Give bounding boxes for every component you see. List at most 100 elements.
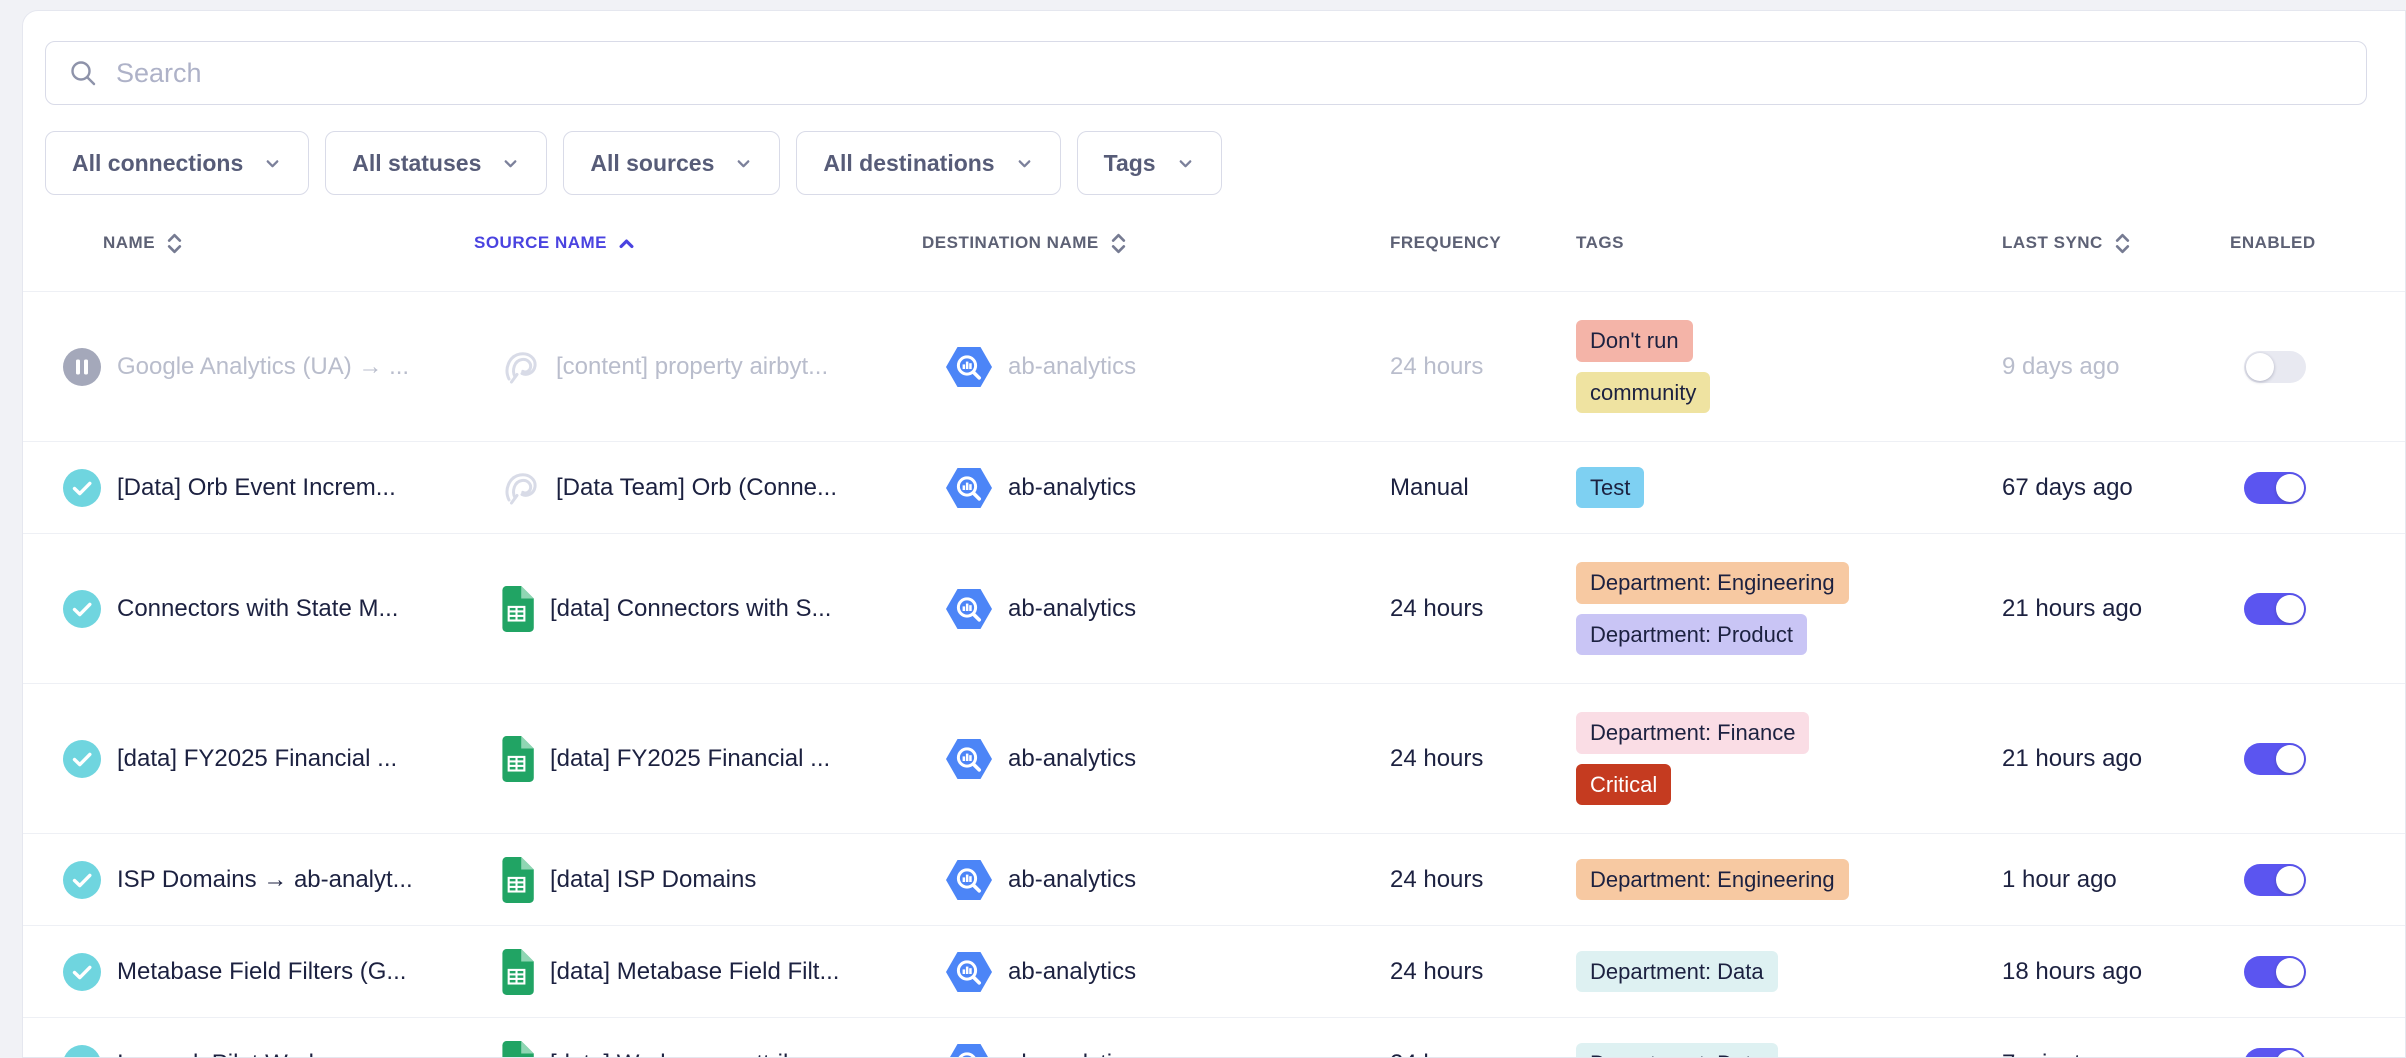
- column-label: FREQUENCY: [1390, 233, 1502, 252]
- bigquery-destination-icon: [946, 346, 992, 387]
- enabled-toggle[interactable]: [2244, 350, 2306, 383]
- column-header-last-sync[interactable]: LAST SYNC: [2002, 231, 2230, 256]
- column-label: NAME: [103, 233, 156, 252]
- column-header-name[interactable]: NAME: [63, 231, 474, 256]
- filter-all-destinations[interactable]: All destinations: [796, 131, 1061, 195]
- table-row[interactable]: ISP Domains → ab-analyt...: [23, 833, 2405, 925]
- filter-label: All connections: [72, 149, 244, 176]
- table-row[interactable]: [data] FY2025 Financial ...: [23, 683, 2405, 833]
- tag-chip: community: [1576, 371, 1711, 413]
- tag-chip: Department: Engineering: [1576, 858, 1849, 901]
- tag-chip: Department: Engineering: [1576, 562, 1849, 604]
- search-input[interactable]: [114, 56, 2344, 90]
- connection-name: [Data] Orb Event Increm...: [117, 473, 396, 501]
- filter-label: All sources: [590, 149, 715, 176]
- bigquery-destination-icon: [946, 467, 992, 508]
- chevron-down-icon: [504, 159, 517, 167]
- last-sync: 9 days ago: [2002, 352, 2120, 380]
- tags-list: Department: Finance Critical: [1576, 698, 2002, 819]
- table-row[interactable]: Metabase Field Filters (G...: [23, 925, 2405, 1017]
- filter-all-statuses[interactable]: All statuses: [325, 131, 548, 195]
- table-row[interactable]: Connectors with State M...: [23, 533, 2405, 683]
- chevron-down-icon: [737, 159, 750, 167]
- enabled-toggle[interactable]: [2244, 1047, 2306, 1057]
- destination-name: ab-analytics: [1008, 744, 1137, 772]
- table-body: Google Analytics (UA) → ...: [23, 291, 2405, 1058]
- filter-label: All destinations: [823, 149, 995, 176]
- frequency: 24 hours: [1390, 1050, 1483, 1058]
- last-sync: 67 days ago: [2002, 473, 2133, 501]
- source-name: [data] ISP Domains: [550, 865, 757, 893]
- connection-name: [data] FY2025 Financial ...: [117, 744, 398, 772]
- google-sheets-icon: [498, 1040, 534, 1057]
- last-sync: 1 hour ago: [2002, 865, 2117, 893]
- table-row[interactable]: [Data] Orb Event Increm...: [23, 441, 2405, 533]
- column-header-enabled: ENABLED: [2230, 233, 2405, 253]
- last-sync: 21 hours ago: [2002, 594, 2143, 622]
- connection-name: Metabase Field Filters (G...: [117, 957, 407, 985]
- toggle-knob: [2276, 473, 2304, 502]
- column-header-source-name[interactable]: SOURCE NAME: [474, 233, 922, 253]
- google-sheets-icon: [498, 585, 534, 632]
- search-bar: [45, 41, 2367, 105]
- sort-icon: [167, 233, 182, 253]
- google-sheets-icon: [498, 948, 534, 995]
- filter-all-connections[interactable]: All connections: [45, 131, 310, 195]
- frequency: 24 hours: [1390, 865, 1484, 893]
- chevron-down-icon: [266, 159, 279, 167]
- bigquery-destination-icon: [946, 738, 992, 779]
- column-header-destination-name[interactable]: DESTINATION NAME: [922, 231, 1390, 256]
- bigquery-destination-icon: [946, 859, 992, 900]
- destination-name: ab-analytics: [1008, 594, 1137, 622]
- check-circle-icon: [63, 589, 101, 628]
- column-label: TAGS: [1576, 233, 1624, 252]
- destination-name: ab-analytics: [1008, 1050, 1136, 1058]
- tag-chip: Department: Finance: [1576, 712, 1810, 754]
- enabled-toggle[interactable]: [2244, 471, 2306, 504]
- frequency: Manual: [1390, 473, 1469, 501]
- toggle-knob: [2276, 1049, 2304, 1057]
- tags-list: Department: Engineering: [1576, 845, 2002, 915]
- filter-all-sources[interactable]: All sources: [563, 131, 781, 195]
- filter-label: All statuses: [352, 149, 482, 176]
- enabled-toggle[interactable]: [2244, 955, 2306, 988]
- tag-chip: Department: Product: [1576, 613, 1807, 655]
- toggle-knob: [2246, 352, 2274, 381]
- google-sheets-icon: [498, 856, 534, 903]
- column-label: DESTINATION NAME: [922, 233, 1099, 252]
- bigquery-destination-icon: [946, 951, 992, 992]
- enabled-toggle[interactable]: [2244, 742, 2306, 775]
- tags-list: Don't run community: [1576, 306, 2002, 427]
- table-row[interactable]: Google Analytics (UA) → ...: [23, 291, 2405, 441]
- column-label: ENABLED: [2230, 233, 2316, 252]
- last-sync: 21 hours ago: [2002, 744, 2143, 772]
- tags-list: Department: Engineering Department: Produ…: [1576, 548, 2002, 669]
- status-icon: [63, 860, 101, 899]
- enabled-toggle[interactable]: [2244, 863, 2306, 896]
- sort-icon: [1111, 233, 1125, 253]
- column-label: LAST SYNC: [2002, 233, 2103, 252]
- bigquery-destination-icon: [946, 588, 992, 629]
- tag-chip: Critical: [1576, 763, 1672, 805]
- airbyte-source-icon: [498, 467, 540, 509]
- filter-tags[interactable]: Tags: [1076, 131, 1222, 195]
- frequency: 24 hours: [1390, 594, 1484, 622]
- tag-chip: Department: Data: [1576, 950, 1778, 993]
- column-header-frequency: FREQUENCY: [1390, 233, 1576, 253]
- connection-name: Connectors with State M...: [117, 594, 399, 622]
- status-icon: [63, 739, 101, 778]
- connections-panel: All connections All statuses All sources Al…: [22, 10, 2406, 1058]
- source-name: [Data Team] Orb (Conne...: [556, 473, 838, 501]
- tag-chip: Don't run: [1576, 320, 1693, 362]
- check-circle-icon: [63, 952, 101, 991]
- toggle-knob: [2276, 594, 2304, 623]
- check-circle-icon: [63, 739, 101, 778]
- filters-bar: All connections All statuses All sources Al…: [45, 131, 2383, 195]
- column-header-tags: TAGS: [1576, 233, 2002, 253]
- pause-circle-icon: [63, 347, 101, 386]
- table-row[interactable]: Ignored, Pilot Workspace...: [23, 1017, 2405, 1058]
- status-icon: [63, 589, 101, 628]
- sort-icon: [2115, 233, 2129, 253]
- frequency: 24 hours: [1390, 352, 1484, 380]
- enabled-toggle[interactable]: [2244, 592, 2306, 625]
